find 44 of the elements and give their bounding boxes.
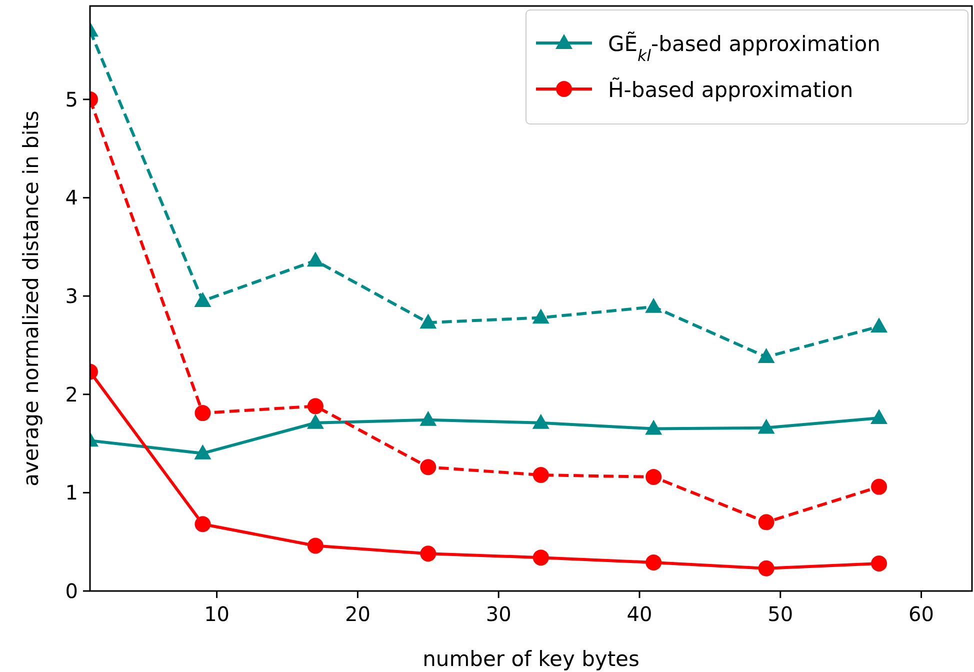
point — [420, 314, 437, 329]
x-tick-label: 10 — [204, 602, 230, 626]
x-tick-label: 40 — [626, 602, 652, 626]
point — [194, 405, 211, 422]
y-tick-label: 4 — [65, 186, 78, 210]
point — [871, 478, 888, 495]
point — [758, 514, 774, 530]
y-tick-label: 2 — [65, 382, 78, 406]
x-tick-label: 50 — [768, 602, 794, 626]
x-tick-label: 60 — [908, 602, 934, 626]
point — [646, 468, 662, 485]
point — [871, 555, 888, 572]
point — [306, 414, 324, 429]
point — [870, 408, 888, 424]
point — [194, 444, 212, 460]
x-tick-label: 30 — [486, 602, 512, 626]
y-axis-title: average normalized distance in bits — [19, 110, 43, 486]
point — [420, 546, 436, 562]
point — [307, 538, 324, 554]
point — [532, 414, 550, 429]
point — [532, 550, 549, 566]
point — [194, 516, 211, 532]
point — [646, 554, 662, 570]
point — [645, 298, 662, 313]
x-axis-title: number of key bytes — [422, 647, 640, 671]
point — [420, 459, 436, 476]
point — [645, 420, 662, 435]
y-tick-label: 5 — [65, 87, 78, 112]
point — [758, 560, 774, 576]
point — [307, 398, 324, 414]
point — [420, 410, 437, 426]
point — [306, 252, 324, 267]
legend-label: GẼ$_{kl}$-based approximation — [608, 31, 880, 64]
legend-label: H̃-based approximation — [608, 77, 854, 102]
x-tick-label: 20 — [344, 602, 370, 626]
point — [532, 466, 549, 483]
point — [870, 318, 888, 333]
y-tick-label: 1 — [65, 480, 78, 505]
y-tick-label: 3 — [65, 284, 78, 308]
y-tick-label: 0 — [65, 579, 78, 603]
point — [758, 348, 775, 363]
point — [758, 418, 775, 434]
point — [532, 308, 550, 324]
point — [194, 292, 212, 307]
